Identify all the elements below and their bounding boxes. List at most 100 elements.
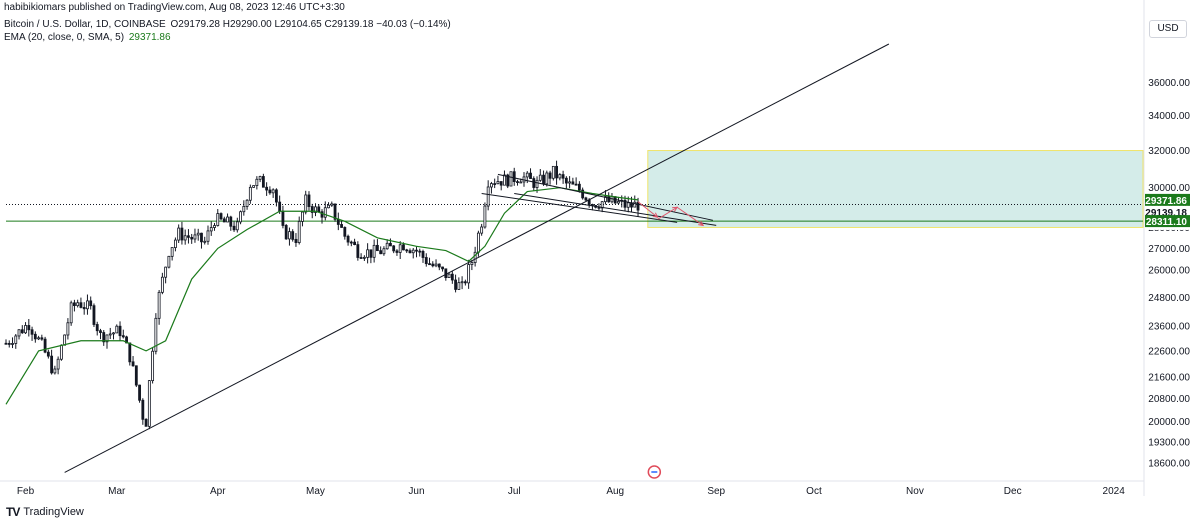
candle-body [538, 174, 542, 181]
candle-body [134, 365, 138, 386]
y-tick-label: 18600.00 [1148, 459, 1190, 470]
candle-body [604, 196, 607, 203]
candle-body [284, 225, 288, 240]
candle-body [480, 226, 484, 234]
candle-body [633, 201, 637, 208]
currency-selector[interactable]: USD [1149, 20, 1187, 38]
ema-legend[interactable]: EMA (20, close, 0, SMA, 5) 29371.86 [4, 32, 171, 44]
candle-body [115, 325, 119, 334]
candle-body [460, 281, 464, 284]
candle-body [125, 336, 128, 344]
x-tick-label: Feb [17, 486, 35, 497]
candle-body [180, 227, 184, 241]
candle-body [369, 249, 373, 258]
tradingview-logo[interactable]: TV TradingView [6, 505, 84, 519]
candle-body [486, 186, 490, 207]
candle-body [346, 235, 350, 243]
y-tick-label: 32000.00 [1148, 146, 1190, 157]
candle-body [203, 240, 207, 243]
price-label-0: 29371.86 [1145, 196, 1187, 207]
candle-body [14, 335, 18, 344]
candle-body [216, 213, 220, 226]
candle-body [493, 183, 497, 185]
candle-body [157, 291, 161, 319]
candle-body [402, 244, 405, 251]
candle-body [268, 189, 272, 194]
candle-body [24, 325, 27, 334]
candle-body [301, 211, 304, 222]
candle-body [76, 302, 80, 307]
y-tick-label: 27000.00 [1148, 244, 1190, 255]
candle-body [447, 273, 451, 278]
y-tick-label: 30000.00 [1148, 183, 1190, 194]
candle-body [395, 250, 399, 253]
tradingview-icon: TV [6, 505, 20, 519]
candle-body [141, 399, 145, 420]
candle-body [239, 211, 242, 223]
candle-body [170, 247, 174, 257]
candle-body [17, 329, 21, 337]
candle-body [418, 250, 422, 253]
candle-body [617, 200, 620, 204]
y-tick-label: 21600.00 [1148, 372, 1190, 383]
candle-body [372, 244, 376, 258]
candle-body [50, 355, 54, 374]
candle-body [457, 282, 461, 290]
candle-body [343, 227, 347, 237]
candle-body [349, 241, 353, 244]
candle-body [105, 334, 109, 343]
candle-body [56, 358, 60, 370]
candle-body [307, 194, 311, 207]
candle-body [206, 230, 210, 242]
projection-arrowhead-2 [698, 220, 705, 227]
candle-body [219, 213, 223, 220]
candle-body [11, 343, 14, 345]
candle-body [89, 300, 93, 307]
candle-body [330, 203, 334, 206]
candle-body [398, 244, 402, 253]
candle-body [112, 332, 115, 335]
candle-body [424, 257, 428, 265]
y-tick-label: 34000.00 [1148, 111, 1190, 122]
candle-body [503, 174, 506, 186]
candle-body [607, 196, 611, 203]
projection-arrowhead-0 [652, 212, 659, 218]
candle-body [304, 194, 308, 213]
ema-line [5, 187, 639, 405]
candle-body [444, 268, 448, 278]
y-tick-label: 24800.00 [1148, 293, 1190, 304]
candle-body [516, 181, 519, 184]
candle-body [7, 343, 11, 345]
candle-body [353, 241, 357, 245]
trendline-ascending-support [64, 43, 890, 473]
price-label-2: 28311.10 [1146, 217, 1188, 228]
candle-body [20, 329, 24, 334]
candle-body [274, 189, 278, 203]
candle-body [428, 263, 431, 266]
candle-body [454, 279, 457, 290]
x-tick-label: Nov [906, 486, 924, 497]
candle-body [53, 368, 57, 374]
candle-body [441, 266, 444, 270]
candle-body [437, 263, 441, 268]
publisher-line: habibikiomars published on TradingView.c… [4, 2, 345, 13]
candle-body [92, 305, 96, 325]
candle-body [164, 266, 168, 278]
candle-body [336, 218, 340, 225]
candle-body [431, 263, 435, 267]
candle-body [95, 324, 99, 332]
candle-body [506, 174, 510, 187]
candle-body [362, 256, 366, 259]
candle-body [626, 202, 630, 208]
candle-body [209, 227, 213, 232]
candle-body [327, 204, 330, 209]
candle-body [323, 207, 327, 218]
candle-body [463, 281, 467, 284]
candle-body [59, 344, 63, 360]
candle-body [577, 183, 581, 191]
candle-body [519, 181, 523, 184]
candle-body [512, 171, 516, 183]
candle-body [265, 186, 269, 191]
candle-body [167, 255, 171, 268]
